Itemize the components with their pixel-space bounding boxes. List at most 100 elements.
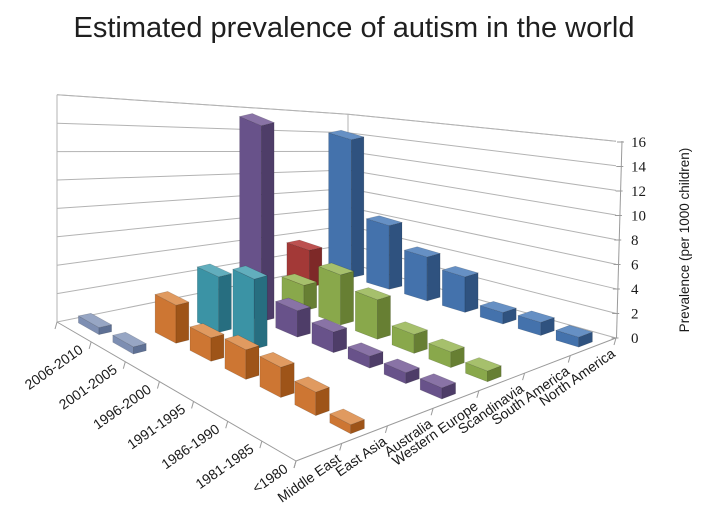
bar-face-top bbox=[464, 357, 503, 372]
bar-Scandinavia-<1980[interactable] bbox=[464, 357, 503, 383]
value-tick-label-2: 2 bbox=[631, 307, 639, 323]
value-tick-label-4: 4 bbox=[631, 282, 639, 298]
region-axis-tick bbox=[567, 355, 571, 363]
bar-North-America-1981-1985[interactable] bbox=[517, 310, 556, 336]
value-tick-label-12: 12 bbox=[631, 184, 646, 200]
bar-face-top bbox=[280, 273, 318, 286]
value-tick-label-14: 14 bbox=[631, 160, 647, 176]
gridline-left-wall bbox=[56, 225, 349, 266]
region-axis-tick bbox=[339, 443, 343, 451]
bar-face-top bbox=[154, 291, 190, 306]
bar-face-right bbox=[245, 345, 260, 380]
bar-face-right bbox=[350, 136, 365, 279]
bar-face-top bbox=[294, 376, 331, 393]
bar-face-top bbox=[328, 129, 364, 141]
bar-face-top bbox=[479, 301, 518, 313]
bar-East-Asia-1986-1990[interactable] bbox=[259, 351, 295, 398]
chart-walls bbox=[56, 94, 617, 339]
bar-face-top bbox=[238, 113, 276, 127]
region-label-Middle East: Middle East bbox=[274, 450, 343, 505]
time-label-1981-1985: 1981-1985 bbox=[192, 440, 256, 492]
bar-Western-Europe-<1980[interactable] bbox=[419, 373, 457, 400]
time-axis-tick bbox=[191, 401, 195, 409]
bar-North-America-2006-2010[interactable] bbox=[328, 129, 365, 279]
region-axis-tick bbox=[522, 373, 526, 381]
bar-face-right bbox=[340, 270, 354, 326]
wall-top-left-edge bbox=[56, 94, 349, 115]
bar-Western-Europe-1991-1995[interactable] bbox=[311, 318, 348, 354]
bar-face-top bbox=[77, 312, 113, 328]
region-axis-tick bbox=[613, 337, 617, 346]
region-label-East Asia: East Asia bbox=[332, 433, 389, 480]
bar-face-top bbox=[274, 297, 312, 312]
bar-Western-Europe-1986-1990[interactable] bbox=[347, 342, 384, 369]
bar-Australia-2001-2005[interactable] bbox=[196, 263, 233, 333]
region-axis-tick bbox=[384, 425, 388, 433]
bar-North-America-1996-2000[interactable] bbox=[403, 246, 442, 302]
bar-Scandinavia-1986-1990[interactable] bbox=[391, 321, 429, 354]
gridline-left-wall bbox=[56, 206, 349, 238]
bar-face-top bbox=[347, 342, 384, 357]
gridline-left-wall bbox=[56, 122, 349, 134]
bar-face-top bbox=[419, 373, 457, 389]
bar-face-right bbox=[210, 333, 225, 362]
chart-title: Estimated prevalence of autism in the wo… bbox=[73, 12, 635, 44]
bar-face-left bbox=[441, 269, 466, 313]
bar-face-right bbox=[253, 275, 268, 350]
bar-East-Asia-1991-1995[interactable] bbox=[224, 334, 260, 380]
bar-South-America-2006-2010[interactable] bbox=[285, 239, 324, 288]
bar-face-top bbox=[354, 287, 392, 301]
time-axis-tick bbox=[88, 341, 92, 349]
bar-face-left bbox=[318, 265, 341, 326]
gridline-right-wall bbox=[347, 150, 617, 191]
time-axis-line bbox=[56, 321, 297, 462]
bars bbox=[77, 113, 594, 435]
bar-face-top bbox=[383, 358, 421, 374]
bar-North-America-<1980[interactable] bbox=[555, 324, 594, 348]
bar-North-America-2001-2005[interactable] bbox=[365, 215, 404, 290]
gridline-left-wall bbox=[56, 188, 349, 209]
bar-Scandinavia-1996-2000[interactable] bbox=[317, 262, 355, 326]
bar-Australia-1996-2000[interactable] bbox=[232, 265, 269, 350]
region-axis-tick bbox=[430, 408, 434, 416]
value-axis: 0 2 4 6 8 10 12 14 16 Prevalence (per 1000 childr… bbox=[611, 135, 692, 347]
value-tick-label-0: 0 bbox=[631, 331, 639, 347]
category-labels: 2006-20102001-20051996-20001991-19951986… bbox=[22, 341, 618, 505]
bar-face-top bbox=[555, 324, 594, 338]
bar-East-Asia-<1980[interactable] bbox=[329, 408, 366, 435]
bar-Western-Europe-1996-2000[interactable] bbox=[274, 297, 312, 338]
bar-face-top bbox=[317, 262, 355, 276]
bar-Middle-East-2001-2005[interactable] bbox=[111, 331, 148, 355]
bar-East-Asia-1981-1985[interactable] bbox=[294, 376, 331, 417]
bar-face-top bbox=[517, 310, 556, 323]
bar-Scandinavia-1991-1995[interactable] bbox=[354, 287, 392, 340]
bar-face-top bbox=[232, 265, 269, 280]
value-tick-label-16: 16 bbox=[631, 135, 647, 151]
bar-face-top bbox=[391, 321, 429, 335]
bar-face-right bbox=[297, 306, 311, 338]
gridline-left-wall bbox=[56, 169, 349, 181]
bar-face-right bbox=[426, 253, 441, 302]
gridline-right-wall bbox=[347, 188, 617, 241]
bar-North-America-1986-1990[interactable] bbox=[479, 301, 518, 325]
region-axis-line bbox=[295, 337, 617, 462]
bar-face-top bbox=[189, 323, 225, 339]
bar-East-Asia-1996-2000[interactable] bbox=[189, 323, 225, 362]
value-tick-label-8: 8 bbox=[631, 233, 639, 249]
bar-face-right bbox=[218, 273, 232, 333]
time-axis-tick bbox=[259, 441, 263, 449]
bar-face-right bbox=[175, 301, 190, 344]
category-axes bbox=[54, 321, 617, 469]
bar-face-top bbox=[196, 263, 233, 278]
bar-North-America-1991-1995[interactable] bbox=[441, 265, 480, 313]
bar-Western-Europe-1981-1985[interactable] bbox=[383, 358, 421, 385]
gridline-right-wall bbox=[347, 206, 617, 265]
bar-Scandinavia-1981-1985[interactable] bbox=[427, 338, 466, 369]
bar-face-top bbox=[259, 351, 295, 368]
time-axis-tick bbox=[293, 460, 297, 469]
bar-Middle-East-2006-2010[interactable] bbox=[77, 312, 113, 336]
bar-face-left bbox=[404, 249, 428, 302]
bar-East-Asia-2001-2005[interactable] bbox=[154, 291, 190, 344]
